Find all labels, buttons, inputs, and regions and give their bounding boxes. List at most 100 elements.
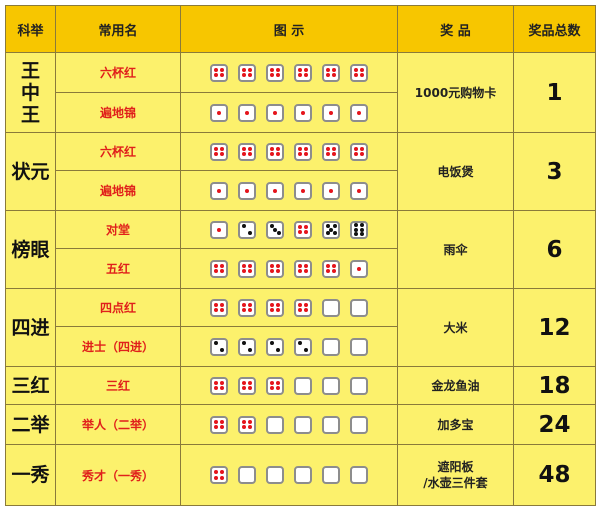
- die-face-1-icon: [350, 103, 368, 122]
- pip: [247, 152, 252, 157]
- pip: [298, 73, 303, 78]
- die-face-1-icon: [210, 220, 228, 239]
- combo-name: 进士（四进）: [81, 340, 154, 354]
- pip: [219, 386, 224, 391]
- empty-die-icon: [350, 415, 368, 434]
- pip: [329, 188, 333, 193]
- pip: [303, 152, 308, 157]
- pip: [270, 269, 275, 274]
- pip: [359, 223, 364, 228]
- table-row: 遍地锦: [6, 170, 596, 211]
- pip: [298, 67, 303, 72]
- pip: [219, 302, 224, 307]
- die-face-4-icon: [266, 298, 284, 317]
- die-face-4-icon: [350, 142, 368, 161]
- table-row: 遍地锦: [6, 92, 596, 133]
- pip: [270, 67, 275, 72]
- prize-label: 金龙鱼油: [431, 378, 480, 393]
- empty-die-icon: [294, 466, 312, 484]
- pip: [298, 263, 303, 268]
- die-face-4-icon: [238, 376, 256, 395]
- pip: [219, 419, 224, 424]
- empty-die-icon: [294, 415, 312, 434]
- die-face-4-icon: [266, 376, 284, 395]
- die-face-1-icon: [210, 181, 228, 200]
- dice-group: [181, 259, 397, 278]
- dice-cell: [180, 132, 398, 171]
- die-face-2-icon: [238, 337, 256, 356]
- pip: [301, 188, 305, 193]
- level-cell: 四进: [5, 288, 56, 367]
- pip: [275, 152, 280, 157]
- pip: [247, 269, 252, 274]
- pip: [303, 146, 308, 151]
- combo-name: 遍地锦: [99, 106, 136, 120]
- pip: [359, 152, 364, 157]
- pip: [357, 266, 361, 271]
- pip: [326, 73, 331, 78]
- count-cell: 12: [513, 288, 596, 367]
- combo-name: 遍地锦: [99, 184, 136, 198]
- pip: [331, 67, 336, 72]
- combo-name: 六杯红: [99, 145, 136, 159]
- level-cell: 榜眼: [5, 210, 56, 289]
- pip: [273, 227, 277, 232]
- pip: [354, 223, 359, 228]
- level-label: 三红: [11, 374, 50, 397]
- die-face-2-icon: [266, 337, 284, 356]
- empty-die-icon: [322, 415, 340, 434]
- die-face-4-icon: [238, 298, 256, 317]
- pip: [354, 67, 359, 72]
- table-row: 榜眼 对堂 雨伞 6: [5, 210, 596, 289]
- empty-die-icon: [266, 415, 284, 434]
- pip: [241, 224, 246, 229]
- pip: [276, 231, 281, 235]
- pip: [247, 263, 252, 268]
- pip: [214, 386, 219, 391]
- empty-die-icon: [294, 376, 312, 395]
- pip: [275, 263, 280, 268]
- pip: [219, 475, 224, 480]
- die-face-6-icon: [350, 220, 368, 239]
- pip: [242, 419, 247, 424]
- pip: [275, 302, 280, 307]
- die-face-1-icon: [210, 103, 228, 122]
- combo-name: 秀才（一秀）: [81, 468, 154, 483]
- pip: [298, 230, 303, 235]
- dice-group: [181, 181, 397, 200]
- name-cell: 六杯红: [55, 132, 181, 171]
- pip: [332, 231, 337, 235]
- pip: [298, 224, 303, 229]
- pip: [275, 269, 280, 274]
- prize-count: 6: [546, 236, 563, 263]
- pip: [331, 146, 336, 151]
- pip: [242, 146, 247, 151]
- count-cell: 1: [513, 52, 596, 133]
- pip: [214, 425, 219, 430]
- header-name: 常用名: [55, 5, 181, 53]
- pip: [248, 230, 253, 235]
- level-cell: 三红: [5, 366, 56, 405]
- pip: [245, 188, 249, 193]
- pip: [247, 425, 252, 430]
- count-cell: 48: [513, 444, 596, 506]
- dice-cell: [180, 404, 398, 445]
- die-face-4-icon: [238, 142, 256, 161]
- pip: [270, 380, 275, 385]
- die-face-2-icon: [210, 337, 228, 356]
- pip: [270, 146, 275, 151]
- pip: [303, 302, 308, 307]
- pip: [247, 146, 252, 151]
- pip: [248, 347, 253, 352]
- pip: [219, 470, 224, 475]
- table-row: 二举 举人（二举） 加多宝 24: [5, 404, 596, 445]
- pip: [219, 269, 224, 274]
- pip: [270, 386, 275, 391]
- pip: [219, 67, 224, 72]
- level-label: 一秀: [11, 464, 50, 486]
- pip: [219, 152, 224, 157]
- pip: [270, 263, 275, 268]
- empty-die-icon: [238, 466, 256, 484]
- dice-cell: [180, 366, 398, 405]
- pip: [220, 347, 225, 352]
